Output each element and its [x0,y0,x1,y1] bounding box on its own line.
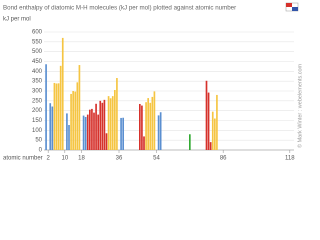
bar [159,112,162,150]
bar [157,115,160,150]
bar [145,102,147,150]
bar [55,83,58,150]
bar [57,83,60,150]
bar [72,91,74,150]
chart-title: Bond enthalpy of diatomic M-H molecules … [3,5,236,12]
y-tick-label: 150 [32,118,43,124]
bar [53,82,56,150]
bar [105,133,108,150]
bar [76,82,79,150]
bar [120,117,122,150]
x-tick-label: 2 [46,156,50,162]
bar [211,111,214,150]
y-tick-label: 250 [32,98,43,104]
y-tick-label: 350 [32,79,43,85]
watermark: © Mark Winter : webelements.com [296,63,303,148]
bar [143,136,145,150]
bar [59,65,62,150]
bar [147,98,149,150]
bar [107,96,110,150]
x-tick-label: 118 [285,156,295,162]
bar [122,117,124,150]
x-tick-label: 10 [61,156,68,162]
bar [103,99,106,150]
bar [153,91,156,150]
bar [89,109,91,150]
chart: Bond enthalpy of diatomic M-H molecules … [3,2,303,162]
y-tick-label: 0 [39,148,43,154]
y-tick-label: 300 [32,89,43,95]
x-axis-label: atomic number [3,156,43,162]
bar [66,113,68,150]
bar [95,103,97,150]
bar [189,134,191,150]
bar [84,116,87,150]
bar [151,96,154,150]
bar [74,91,77,150]
y-tick-label: 450 [32,59,43,65]
y-tick-label: 500 [32,49,43,55]
y-tick-label: 200 [32,108,43,114]
x-tick-label: 36 [116,156,123,162]
bar [93,112,95,150]
flag-icon [285,2,299,12]
bar [99,100,102,150]
bar [97,114,99,150]
x-tick-label: 54 [153,156,160,162]
y-tick-label: 400 [32,69,43,75]
bar [49,103,52,150]
y-tick-label: 600 [32,30,43,36]
bar [111,96,114,150]
bar [141,105,143,150]
bar [207,92,210,150]
bar [78,65,81,150]
y-axis-label: kJ per mol [3,17,31,23]
bar [82,115,85,150]
x-tick-label: 86 [220,156,227,162]
bar [101,102,104,150]
y-tick-label: 550 [32,39,43,45]
bar [149,102,152,150]
bar [51,106,54,150]
x-tick-label: 18 [78,156,85,162]
bar [68,125,70,150]
bar [205,80,208,150]
bar [70,93,72,150]
bar [209,142,212,150]
bar [114,90,116,150]
bar [139,103,141,150]
bar [86,114,89,150]
bar [109,98,112,150]
bar [61,37,64,150]
bar [45,64,47,150]
y-tick-label: 50 [35,138,42,144]
bar [216,94,218,150]
y-tick-label: 100 [32,128,43,134]
bar [214,118,216,150]
bar [116,78,118,150]
bar [91,108,93,150]
